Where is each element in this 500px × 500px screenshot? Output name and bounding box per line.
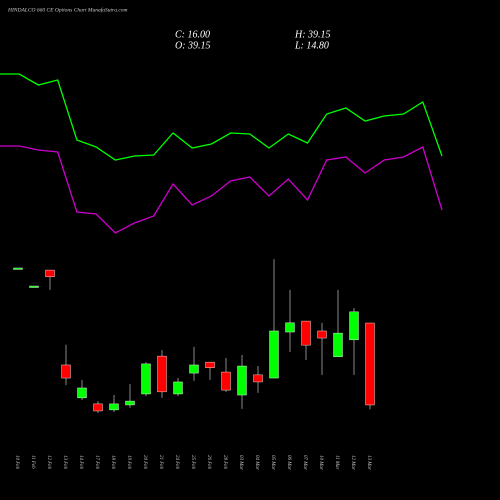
x-tick-label: 17 Feb [94,455,99,470]
candle-body [157,355,167,393]
x-tick-label: 12 Mar [350,455,355,470]
candle-body [93,403,103,412]
candle-body [285,322,295,333]
low-label: L: 14.80 [294,40,329,51]
candle-body [221,371,231,391]
x-tick-label: 20 Feb [142,455,147,470]
x-tick-label: 26 Feb [206,455,211,470]
candle-body [205,361,215,368]
candle-body [141,363,151,395]
candle-body [365,322,375,406]
x-tick-label: 11 Mar [334,455,339,470]
candle-body [333,332,343,358]
indicator-line [0,145,443,234]
x-tick-label: 19 Feb [126,455,131,470]
candle-body [349,311,359,341]
x-tick-label: 12 Feb [46,455,51,470]
candle-body [173,381,183,395]
x-tick-label: 13 Feb [62,455,67,470]
x-tick-label: 14 Feb [78,455,83,470]
close-label: C: 16.00 [175,29,210,40]
candle-body [253,374,263,383]
x-tick-label: 13 Mar [366,455,371,470]
candle-body [301,320,311,346]
x-tick-label: 03 Mar [238,455,243,470]
candle-body [237,365,247,396]
x-tick-label: 05 Mar [270,455,275,470]
candle-body [29,285,39,288]
x-tick-label: 21 Feb [158,455,163,470]
candle-body [13,267,23,270]
open-label: O: 39.15 [175,40,211,51]
candle-body [189,364,199,374]
x-tick-label: 24 Feb [174,455,179,470]
x-tick-label: 04 Mar [254,455,259,470]
candle-body [109,403,119,411]
high-label: H: 39.15 [294,29,331,40]
x-tick-label: 10 Mar [318,455,323,470]
candle-body [125,400,135,406]
candle-body [45,269,55,278]
x-tick-label: 06 Mar [286,455,291,470]
candle-body [77,387,87,399]
x-tick-label: 10 Feb [14,455,19,470]
indicator-line [0,73,443,161]
x-tick-label: 25 Feb [190,455,195,470]
x-tick-label: 18 Feb [110,455,115,470]
candle-body [317,330,327,339]
x-tick-label: 28 Feb [222,455,227,470]
chart-title: HINDALCO 660 CE Options Chart MunafaSutr… [7,6,128,13]
x-tick-label: 07 Mar [302,455,307,470]
candle-body [269,330,279,379]
candle-body [61,364,71,379]
x-tick-label: 11 Feb [30,455,35,469]
